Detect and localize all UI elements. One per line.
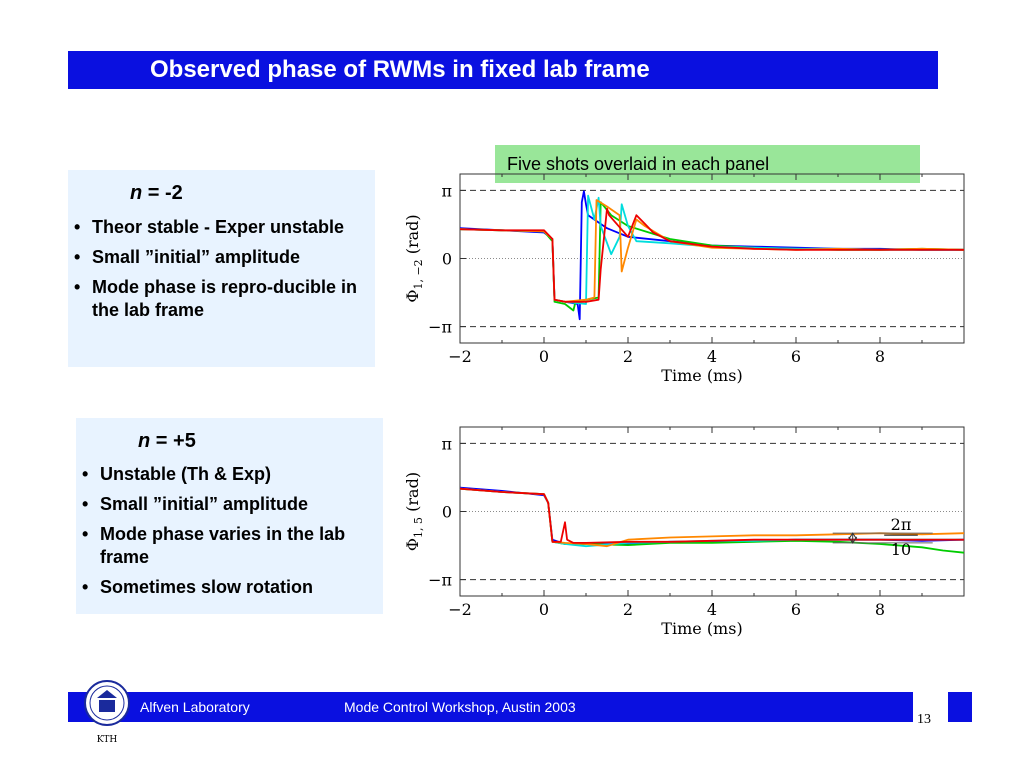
phase-chart-n-plus-5: −2 0 2 4 6 8 π 0 −π Time (ms) Φ1, 5 (rad) 2π 10 [403,426,965,638]
phase-chart-n-minus-2: −2 0 2 4 6 8 π 0 −π Time (ms) Φ1, −2 (rad) [403,173,965,385]
series-line-2 [459,201,965,312]
n-value: = +5 [150,430,196,452]
panel1-bullets: Theor stable - Exper unstable Small ”ini… [68,216,368,329]
bullet-item: Mode phase is repro-ducible in the lab f… [68,276,368,322]
x-tick-label: 0 [539,600,549,619]
panel1-n-heading: n = -2 [130,182,183,205]
x-tick-label: −2 [448,347,472,366]
annotation-arrowhead [848,532,858,540]
bullet-item: Unstable (Th & Exp) [76,463,378,486]
y-tick-label: 0 [442,503,452,522]
panel1-text-box: n = -2 Theor stable - Exper unstable Sma… [68,170,375,367]
y-axis-subscript: 1, 5 [412,517,425,538]
callout-text: Five shots overlaid in each panel [507,154,770,174]
title-bar: Observed phase of RWMs in fixed lab fram… [68,51,938,89]
panel2-bullets: Unstable (Th & Exp) Small ”initial” ampl… [76,463,378,606]
series-line-4 [459,199,965,303]
y-tick-label: π [441,434,452,453]
y-axis-label: Φ1, −2 (rad) [403,214,425,302]
n-symbol: n [138,430,151,452]
x-tick-label: 6 [791,600,801,619]
y-tick-label: −π [428,571,452,590]
callout-box: Five shots overlaid in each panel [495,145,920,183]
panel2-text-box: n = +5 Unstable (Th & Exp) Small ”initia… [76,418,383,614]
x-axis-label: Time (ms) [661,366,742,385]
x-tick-label: 6 [791,347,801,366]
n-value: = -2 [142,182,183,204]
x-tick-label: 2 [623,600,633,619]
x-tick-label: 4 [707,600,717,619]
x-axis-label: Time (ms) [661,619,742,638]
y-axis-unit: (rad) [403,214,422,259]
x-tick-label: 8 [875,600,885,619]
series-line-5 [459,487,964,544]
y-axis-subscript: 1, −2 [412,259,425,289]
footer-square [948,692,972,722]
y-tick-label: π [441,181,452,200]
footer-org: Alfven Laboratory [140,699,250,715]
x-tick-label: 8 [875,347,885,366]
slide-title: Observed phase of RWMs in fixed lab fram… [150,56,650,83]
y-axis-unit: (rad) [403,472,422,517]
x-tick-label: −2 [448,600,472,619]
bullet-item: Small ”initial” amplitude [68,246,368,269]
logo-label: KTH [97,735,118,745]
x-tick-label: 0 [539,347,549,366]
annotation-arrowhead [848,536,858,544]
annotation-numerator: 2π [891,515,912,534]
bullet-item: Theor stable - Exper unstable [68,216,368,239]
kth-logo: KTH [84,680,130,745]
series-line-4 [459,487,965,548]
n-symbol: n [130,182,143,204]
x-tick-label: 4 [707,347,717,366]
series-line-3 [459,487,964,548]
page-number: 13 [917,712,931,727]
y-axis-symbol: Φ [403,290,422,303]
y-axis-symbol: Φ [403,538,422,551]
footer-bar: Alfven Laboratory Mode Control Workshop,… [68,692,913,722]
panel2-n-heading: n = +5 [138,430,196,453]
footer-event: Mode Control Workshop, Austin 2003 [344,699,576,715]
bullet-item: Small ”initial” amplitude [76,493,378,516]
x-tick-label: 2 [623,347,633,366]
series-line-5 [459,207,964,303]
y-tick-label: 0 [442,250,452,269]
y-tick-label: −π [428,318,452,337]
annotation-denominator: 10 [891,540,911,559]
series-line-1 [459,190,964,321]
y-axis-label: Φ1, 5 (rad) [403,472,425,551]
bullet-item: Sometimes slow rotation [76,576,378,599]
bullet-item: Mode phase varies in the lab frame [76,523,378,569]
